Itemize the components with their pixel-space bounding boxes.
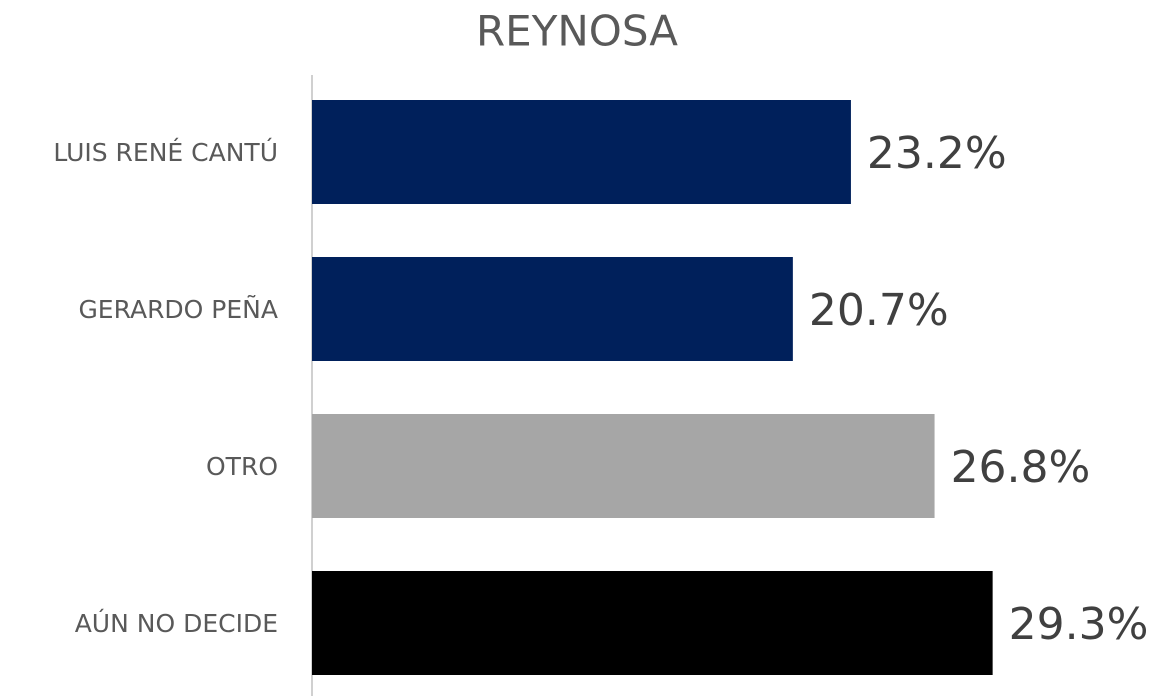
chart-title: REYNOSA	[476, 7, 678, 56]
value-label: 26.8%	[951, 442, 1091, 493]
value-label: 23.2%	[867, 128, 1007, 179]
bar	[312, 571, 993, 675]
value-label: 20.7%	[809, 285, 949, 336]
category-label: OTRO	[206, 452, 278, 481]
bar	[312, 257, 793, 361]
category-label: LUIS RENÉ CANTÚ	[53, 137, 278, 167]
category-label: GERARDO PEÑA	[78, 294, 278, 324]
value-label: 29.3%	[1009, 599, 1149, 650]
category-label: AÚN NO DECIDE	[75, 608, 278, 638]
bar	[312, 414, 935, 518]
bar	[312, 100, 851, 204]
